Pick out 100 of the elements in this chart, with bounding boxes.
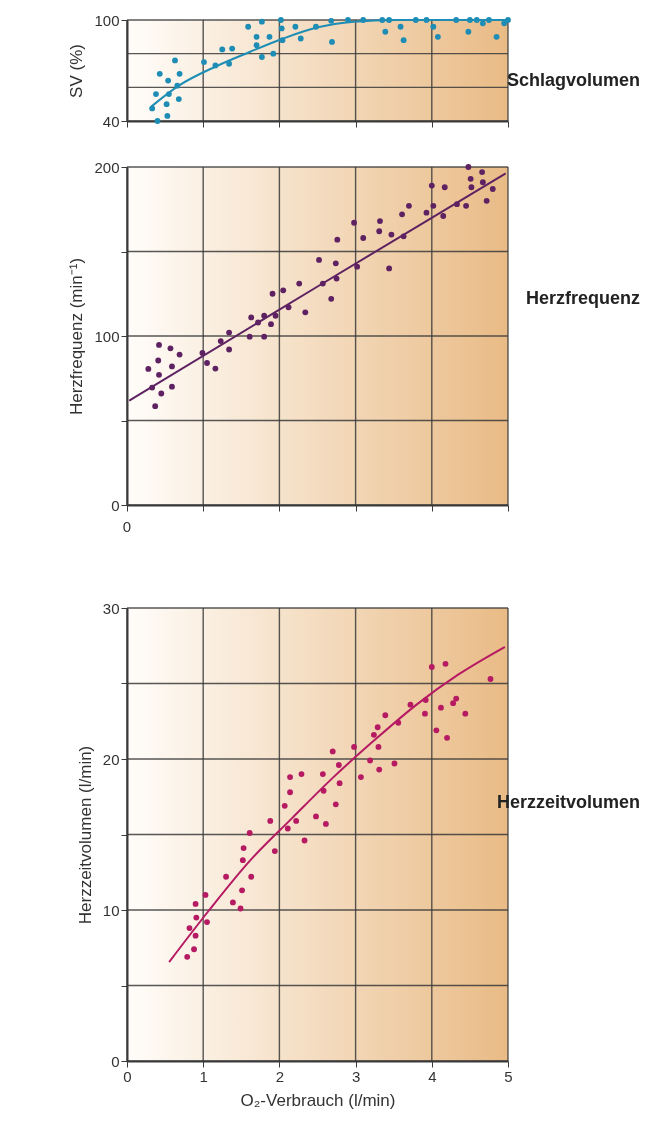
x-tick-label: 1 <box>199 1067 208 1085</box>
point <box>358 774 364 781</box>
x-tick-label: 3 <box>351 1067 361 1085</box>
point <box>268 321 274 328</box>
y-axis-title: SV (%) <box>67 44 87 98</box>
point <box>237 905 244 912</box>
point <box>375 744 382 750</box>
point <box>155 357 162 364</box>
point <box>253 33 260 40</box>
point <box>397 23 404 30</box>
point <box>386 265 393 272</box>
point <box>258 54 265 60</box>
x-tick-label: 2 <box>275 1067 285 1085</box>
point <box>438 704 444 711</box>
point <box>313 23 319 30</box>
point <box>269 290 276 297</box>
point <box>489 186 496 192</box>
point <box>255 319 261 326</box>
point <box>382 28 389 35</box>
point <box>386 17 393 23</box>
point <box>440 213 447 219</box>
point <box>351 219 357 226</box>
point <box>239 887 245 894</box>
point <box>165 77 172 84</box>
point <box>175 96 182 103</box>
point <box>487 676 494 682</box>
point <box>169 383 175 390</box>
y-axis-title: Herzfrequenz (min⁻¹) <box>67 257 87 416</box>
point <box>400 233 407 240</box>
point <box>165 91 172 97</box>
point <box>298 771 305 778</box>
point <box>240 845 247 851</box>
point <box>270 50 277 57</box>
point <box>204 360 210 366</box>
point <box>149 384 156 391</box>
point <box>239 857 246 864</box>
y-axis-title: Herzzeitvolumen (l/min) <box>75 745 95 925</box>
point <box>278 17 284 23</box>
point <box>422 710 428 717</box>
point <box>149 105 156 112</box>
point <box>434 33 441 40</box>
point <box>354 263 361 270</box>
point <box>505 17 511 23</box>
point <box>169 363 175 370</box>
point <box>428 663 435 670</box>
point <box>463 202 469 209</box>
y-tick-label: 20 <box>102 750 120 768</box>
point <box>483 197 490 204</box>
point <box>154 118 161 124</box>
point <box>297 35 304 42</box>
point <box>336 780 343 787</box>
point <box>266 33 273 40</box>
text: 0 <box>122 518 132 535</box>
point <box>284 825 291 832</box>
point <box>376 766 383 773</box>
point <box>479 169 486 175</box>
point <box>473 17 480 23</box>
point <box>370 731 377 738</box>
point <box>360 17 367 23</box>
x-tick-label: 4 <box>428 1067 437 1085</box>
point <box>367 757 373 764</box>
point <box>399 211 405 218</box>
point <box>454 201 460 208</box>
point <box>164 113 171 119</box>
point <box>377 218 383 224</box>
point <box>442 660 449 667</box>
point <box>301 837 308 844</box>
point <box>193 914 200 921</box>
point <box>468 184 475 191</box>
point <box>261 312 268 319</box>
point <box>204 919 210 925</box>
point <box>374 724 381 731</box>
point <box>217 338 224 344</box>
point <box>261 333 268 340</box>
point <box>176 70 183 77</box>
point <box>186 925 193 932</box>
point <box>253 42 260 49</box>
y-tick-label: 10 <box>102 901 120 919</box>
point <box>176 351 183 358</box>
point <box>212 365 219 372</box>
point <box>192 932 199 939</box>
point <box>388 231 395 238</box>
point <box>156 371 162 378</box>
point <box>163 101 170 108</box>
point <box>267 818 274 824</box>
point <box>167 345 174 352</box>
point <box>382 712 389 719</box>
point <box>332 260 339 267</box>
point <box>281 802 288 809</box>
x-tick-label: 5 <box>504 1067 513 1085</box>
point <box>278 25 285 32</box>
point <box>152 403 159 410</box>
point <box>296 280 303 287</box>
point <box>292 23 299 30</box>
point <box>412 17 419 23</box>
point <box>158 390 165 397</box>
point <box>501 20 508 27</box>
y-tick-label: 0 <box>111 496 120 514</box>
point <box>333 275 340 282</box>
point <box>145 366 152 372</box>
